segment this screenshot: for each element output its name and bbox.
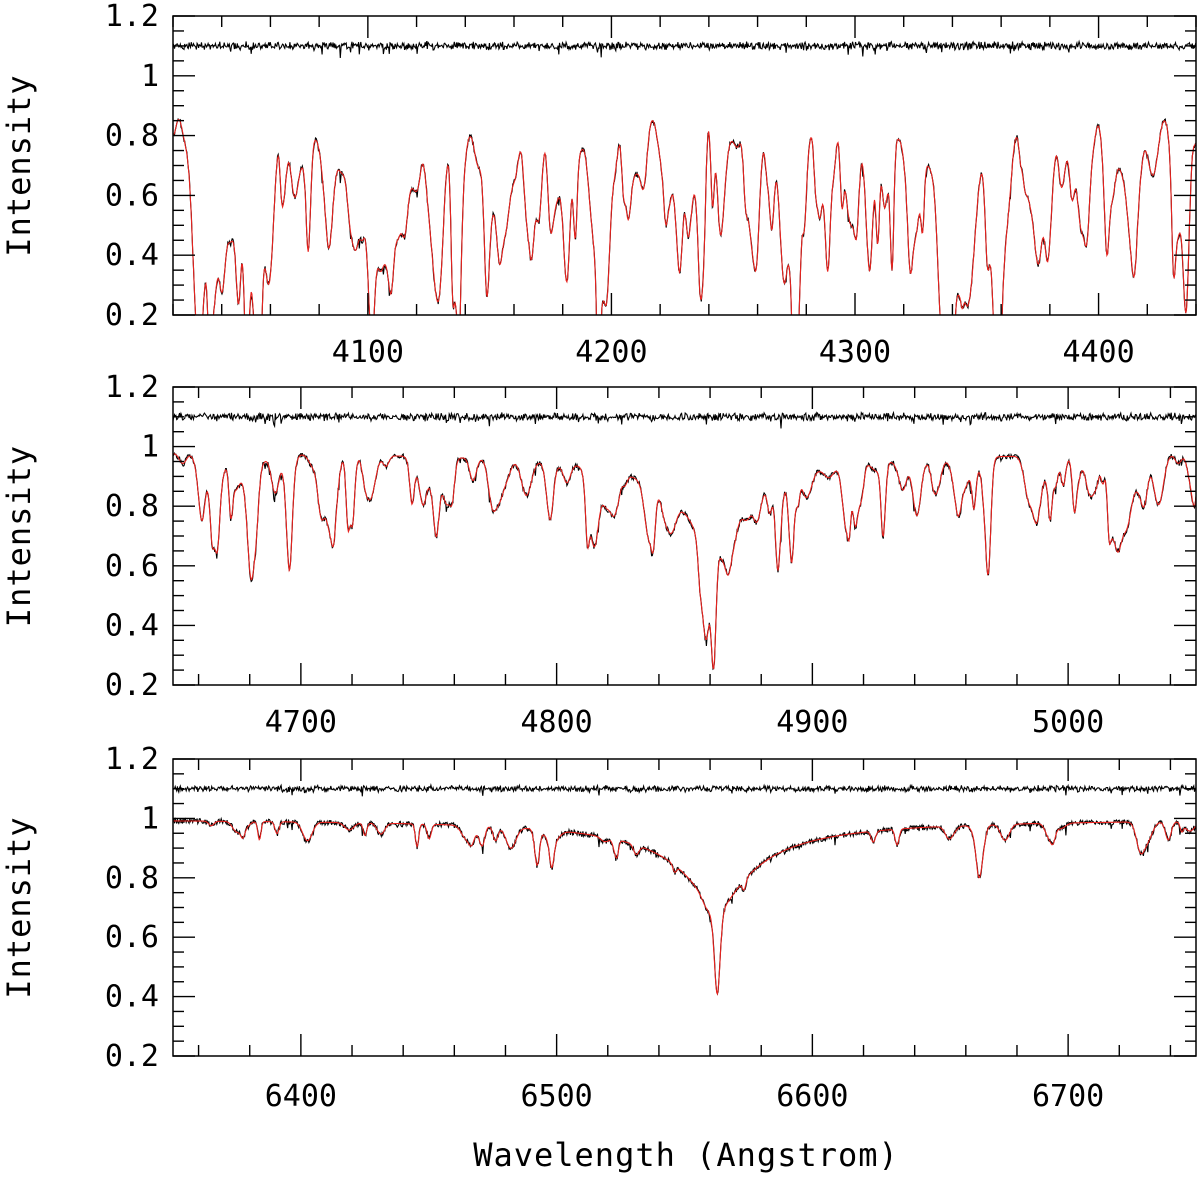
y-tick-label: 0.8: [105, 119, 159, 154]
y-tick-label: 0.8: [105, 861, 159, 896]
residual-spectrum-line: [173, 783, 1196, 797]
y-tick-label: 0.2: [105, 668, 159, 703]
y-tick-label: 1: [141, 430, 159, 465]
x-tick-label: 4300: [819, 335, 891, 370]
plot-frame: [172, 15, 1197, 316]
y-tick-label: 0.6: [105, 549, 159, 584]
y-tick-label: 0.6: [105, 920, 159, 955]
y-axis-title: Intensity: [0, 445, 38, 627]
panel-h-alpha: 6400 6500 6600 6700 0.2 0.4 0.6 0.8 1 1.2 Intensit…: [0, 742, 1197, 1114]
y-tick-label: 1: [141, 801, 159, 836]
model-spectrum-line: [173, 118, 1196, 315]
y-tick-label: 0.4: [105, 238, 159, 273]
x-tick-label: 4200: [575, 335, 647, 370]
x-tick-label: 5000: [1032, 705, 1104, 740]
x-tick-label: 6600: [776, 1079, 848, 1114]
y-axis-title: Intensity: [0, 74, 38, 256]
x-tick-label: 6500: [521, 1079, 593, 1114]
plot-frame: [172, 386, 1197, 686]
observed-spectrum-line: [173, 451, 1196, 671]
x-tick-label: 6400: [265, 1079, 337, 1114]
x-tick-label: 4900: [776, 705, 848, 740]
x-tick-label: 4400: [1062, 335, 1134, 370]
y-tick-label: 0.4: [105, 980, 159, 1015]
x-tick-label: 4100: [332, 335, 404, 370]
residual-spectrum-line: [173, 39, 1196, 59]
observed-spectrum-line: [173, 816, 1196, 996]
y-tick-label: 0.8: [105, 489, 159, 524]
panel-h-delta-h-gamma: 4100 4200 4300 4400 0.2 0.4 0.6 0.8 1 1.2 Intensit…: [0, 0, 1197, 370]
y-axis-title: Intensity: [0, 816, 38, 998]
y-tick-label: 1.2: [105, 742, 159, 777]
y-tick-label: 0.6: [105, 178, 159, 213]
y-tick-label: 0.2: [105, 298, 159, 333]
panel-h-beta: 4700 4800 4900 5000 0.2 0.4 0.6 0.8 1 1.2 Intensit…: [0, 370, 1197, 740]
observed-spectrum-line: [173, 117, 1196, 315]
y-tick-label: 1.2: [105, 370, 159, 405]
y-tick-label: 1: [141, 59, 159, 94]
x-axis-title: Wavelength (Angstrom): [473, 1136, 899, 1174]
x-tick-label: 6700: [1032, 1079, 1104, 1114]
model-spectrum-line: [173, 820, 1196, 996]
x-tick-label: 4700: [265, 705, 337, 740]
y-tick-label: 0.4: [105, 608, 159, 643]
x-tick-label: 4800: [521, 705, 593, 740]
model-spectrum-line: [173, 453, 1196, 670]
y-tick-label: 0.2: [105, 1039, 159, 1074]
residual-spectrum-line: [173, 410, 1196, 429]
y-tick-label: 1.2: [105, 0, 159, 34]
plot-frame: [172, 758, 1197, 1057]
